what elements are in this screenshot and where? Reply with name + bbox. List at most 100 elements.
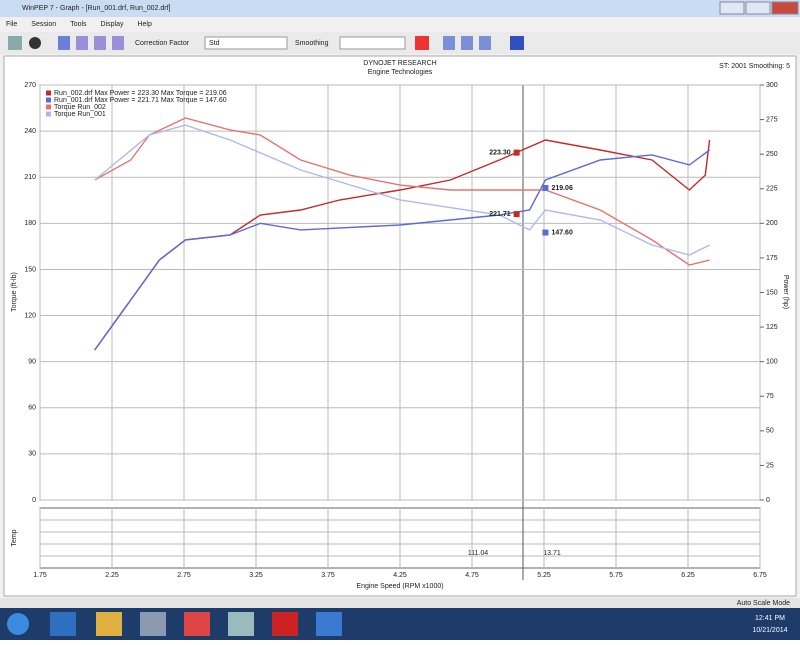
annotation-label: 219.06 [551, 185, 573, 192]
taskbar-app[interactable] [184, 612, 210, 636]
x-tick-label: 3.75 [321, 572, 335, 579]
tool-button[interactable] [415, 36, 429, 50]
menu-item[interactable]: Help [137, 21, 152, 28]
y2-tick-label: 150 [766, 289, 778, 296]
y2-tick-label: 175 [766, 255, 778, 262]
annotation-label: 223.30 [489, 149, 511, 156]
correction-label: Correction Factor [135, 40, 190, 47]
toolbar-icons [8, 36, 524, 50]
x-tick-label: 5.25 [537, 572, 551, 579]
maximize-button[interactable] [745, 1, 771, 15]
correction-value: Std [209, 40, 220, 47]
legend-label: Torque Run_001 [54, 111, 106, 118]
series-line [94, 124, 710, 256]
tool-button[interactable] [58, 36, 70, 50]
start-button[interactable] [7, 613, 29, 635]
tool-button[interactable] [443, 36, 455, 50]
y-axis-label: Torque (ft-lb) [11, 272, 18, 312]
menu-item[interactable]: Tools [70, 21, 87, 28]
x-tick-label: 1.75 [33, 572, 47, 579]
annotation-marker [542, 184, 549, 191]
x-tick-label: 2.25 [105, 572, 119, 579]
series-line [94, 149, 711, 351]
close-button[interactable] [771, 1, 799, 15]
annotation-marker [513, 149, 520, 156]
y2-tick-label: 50 [766, 428, 774, 435]
y2-tick-label: 250 [766, 151, 778, 158]
y2-tick-label: 0 [766, 497, 770, 504]
y-tick-label: 180 [24, 220, 36, 227]
window-title: WinPEP 7 - Graph - [Run_001.drf, Run_002… [22, 5, 171, 12]
taskbar-app[interactable] [50, 612, 76, 636]
y2-tick-label: 100 [766, 359, 778, 366]
legend-label: Run_001.drf Max Power = 221.71 Max Torqu… [54, 97, 227, 104]
tool-button[interactable] [29, 37, 41, 49]
y2-tick-label: 25 [766, 462, 774, 469]
y2-tick-label: 225 [766, 186, 778, 193]
tool-button[interactable] [112, 36, 124, 50]
y2-tick-label: 275 [766, 116, 778, 123]
x-tick-label: 3.25 [249, 572, 263, 579]
taskbar [0, 608, 800, 640]
y2-tick-label: 75 [766, 393, 774, 400]
taskbar-app[interactable] [316, 612, 342, 636]
legend-swatch [46, 97, 51, 103]
legend-swatch [46, 90, 51, 96]
lower-readout: 111.04 [468, 550, 488, 557]
status-text: Auto Scale Mode [737, 600, 790, 607]
annotation-label: 147.60 [551, 229, 573, 236]
legend-label: Torque Run_002 [54, 104, 106, 111]
y2-axis-label: Power (hp) [782, 275, 789, 309]
annotation-label: 221.71 [489, 211, 511, 218]
menu-item[interactable]: Session [31, 21, 56, 28]
y2-tick-label: 200 [766, 220, 778, 227]
y-tick-label: 30 [28, 451, 36, 458]
legend-swatch [46, 104, 51, 110]
y-tick-label: 60 [28, 405, 36, 412]
lower-readout: 13.71 [543, 550, 561, 557]
chart-info: ST: 2001 Smoothing: 5 [719, 63, 790, 70]
y-tick-label: 90 [28, 359, 36, 366]
y2-tick-label: 125 [766, 324, 778, 331]
tool-button[interactable] [510, 36, 524, 50]
menu-item[interactable]: Display [101, 21, 124, 28]
annotation-marker [513, 211, 520, 218]
correction-dropdown[interactable] [204, 36, 288, 50]
chart-subtitle: Engine Technologies [368, 69, 433, 76]
taskbar-app[interactable] [228, 612, 254, 636]
lower-axis-label: Temp [11, 529, 18, 546]
y-tick-label: 0 [32, 497, 36, 504]
tool-button[interactable] [8, 36, 22, 50]
x-tick-label: 6.75 [753, 572, 767, 579]
taskbar-app[interactable] [140, 612, 166, 636]
x-tick-label: 4.75 [465, 572, 479, 579]
legend-label: Run_002.drf Max Power = 223.30 Max Torqu… [54, 90, 227, 97]
taskbar-app[interactable] [272, 612, 298, 636]
x-axis-label: Engine Speed (RPM x1000) [356, 583, 443, 590]
x-tick-label: 4.25 [393, 572, 407, 579]
tool-button[interactable] [479, 36, 491, 50]
smoothing-dropdown[interactable] [339, 36, 406, 50]
taskbar-app[interactable] [96, 612, 122, 636]
chart-header: DYNOJET RESEARCH [363, 60, 436, 67]
minimize-button[interactable] [719, 1, 745, 15]
annotation-marker [542, 229, 549, 236]
tool-button[interactable] [94, 36, 106, 50]
tool-button[interactable] [461, 36, 473, 50]
y-tick-label: 210 [24, 174, 36, 181]
clock-time: 12:41 PM [755, 615, 785, 622]
series-line [94, 117, 710, 266]
x-tick-label: 2.75 [177, 572, 191, 579]
menu-bar: File Session Tools Display Help [6, 21, 152, 28]
tool-button[interactable] [76, 36, 88, 50]
y-tick-label: 270 [24, 82, 36, 89]
menu-item[interactable]: File [6, 21, 17, 28]
status-bar [0, 598, 800, 608]
y2-tick-label: 300 [766, 82, 778, 89]
x-tick-label: 6.25 [681, 572, 695, 579]
clock-date: 10/21/2014 [752, 627, 787, 634]
y-tick-label: 240 [24, 128, 36, 135]
title-bar [0, 0, 800, 17]
x-tick-label: 5.75 [609, 572, 623, 579]
